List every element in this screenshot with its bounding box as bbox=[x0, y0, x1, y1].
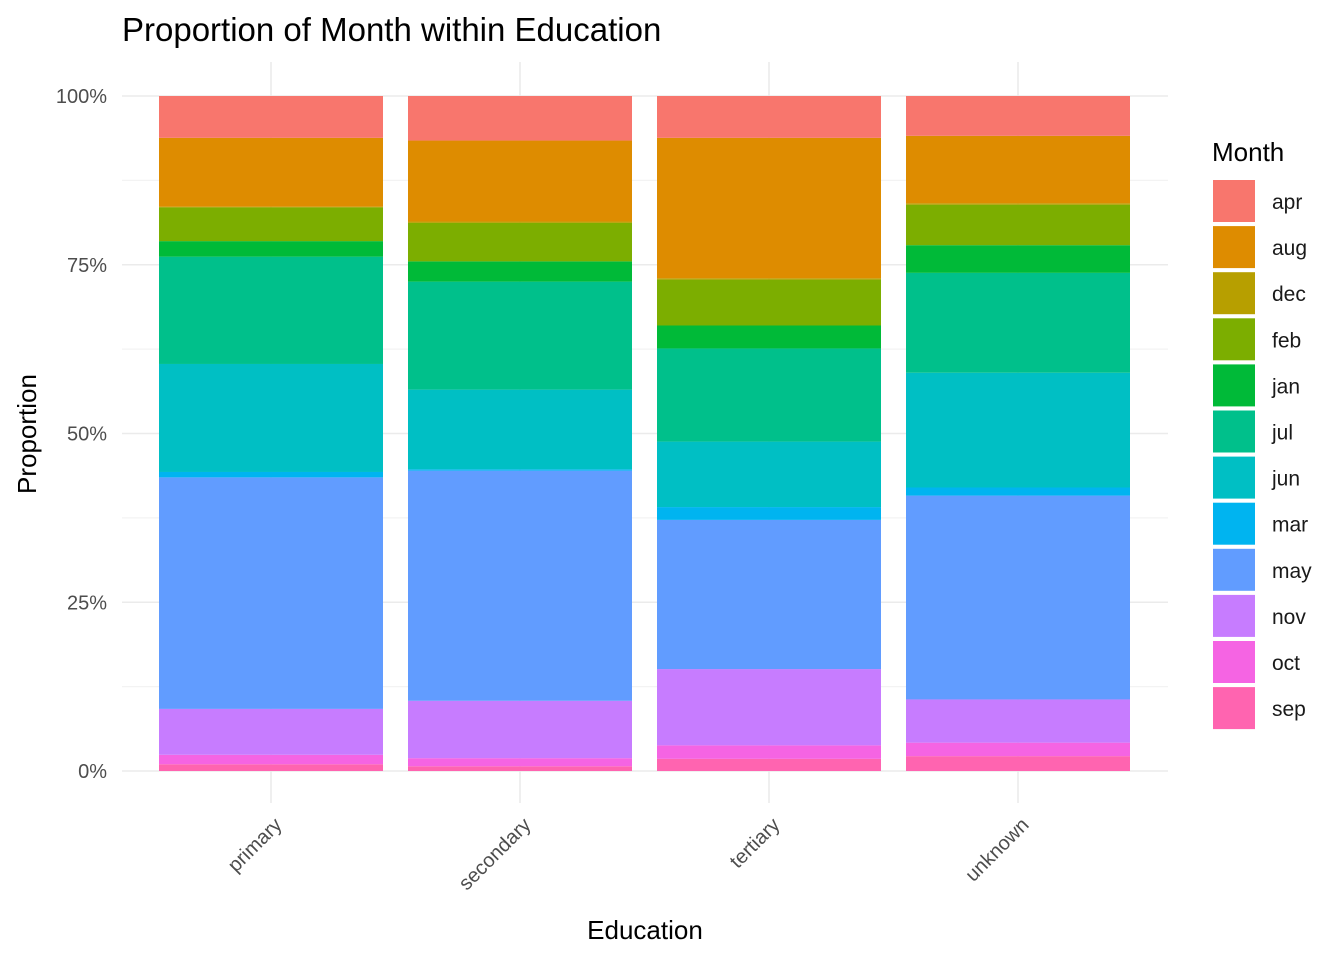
bar-segment-tertiary-jun bbox=[657, 441, 881, 508]
bar-segment-secondary-sep bbox=[408, 766, 632, 771]
bar-segment-primary-aug bbox=[159, 137, 383, 207]
legend-key-feb bbox=[1213, 318, 1255, 361]
legend-title: Month bbox=[1212, 137, 1284, 167]
legend-key-jan bbox=[1213, 364, 1255, 407]
legend-label-feb: feb bbox=[1272, 329, 1301, 352]
x-tick-label: unknown bbox=[961, 814, 1033, 886]
bar-segment-secondary-feb bbox=[408, 222, 632, 262]
bar-segment-unknown-may bbox=[906, 495, 1130, 700]
bar-segment-primary-jan bbox=[159, 241, 383, 257]
bar-segment-secondary-dec bbox=[408, 221, 632, 223]
legend-label-dec: dec bbox=[1272, 283, 1306, 306]
bar-segment-tertiary-jul bbox=[657, 348, 881, 442]
bar-segment-tertiary-aug bbox=[657, 137, 881, 279]
legend: Month apr aug dec feb jan jul jun mar may nov oct s… bbox=[1212, 137, 1312, 730]
legend-label-jul: jul bbox=[1271, 422, 1293, 445]
bar-segment-primary-oct bbox=[159, 754, 383, 765]
bar-segment-tertiary-nov bbox=[657, 669, 881, 746]
bar-segment-unknown-mar bbox=[906, 487, 1130, 496]
y-axis-title: Proportion bbox=[12, 374, 42, 494]
y-tick-label: 0% bbox=[78, 761, 107, 783]
bar-segment-tertiary-jan bbox=[657, 325, 881, 349]
legend-key-jul bbox=[1213, 410, 1255, 453]
bar-segment-unknown-jul bbox=[906, 272, 1130, 373]
legend-label-may: may bbox=[1272, 560, 1312, 583]
bar-segment-unknown-jun bbox=[906, 372, 1130, 488]
y-axis-ticks: 0% 25% 50% 75% 100% bbox=[56, 86, 107, 783]
legend-key-apr bbox=[1213, 180, 1255, 222]
bar-segment-secondary-oct bbox=[408, 758, 632, 767]
x-tick-label: tertiary bbox=[726, 814, 785, 873]
bar-segment-primary-may bbox=[159, 477, 383, 709]
y-tick-label: 50% bbox=[67, 424, 107, 446]
legend-key-mar bbox=[1213, 502, 1255, 545]
bar-segment-secondary-jul bbox=[408, 281, 632, 390]
bar-segment-unknown-feb bbox=[906, 204, 1130, 246]
bar-segment-secondary-apr bbox=[408, 96, 632, 141]
bar-segment-secondary-jan bbox=[408, 261, 632, 282]
bar-segment-unknown-oct bbox=[906, 742, 1130, 757]
bar-segment-unknown-apr bbox=[906, 96, 1130, 136]
legend-label-aug: aug bbox=[1272, 237, 1307, 260]
x-axis-ticks: primary secondary tertiary unknown bbox=[224, 814, 1034, 895]
bar-segment-unknown-aug bbox=[906, 135, 1130, 204]
bar-segment-tertiary-apr bbox=[657, 96, 881, 138]
legend-key-sep bbox=[1213, 687, 1255, 730]
bar-segment-unknown-sep bbox=[906, 756, 1130, 771]
bar-segment-unknown-dec bbox=[906, 203, 1130, 205]
bar-segment-primary-jun bbox=[159, 363, 383, 472]
legend-label-sep: sep bbox=[1272, 698, 1306, 721]
legend-key-may bbox=[1213, 548, 1255, 591]
bar-segment-unknown-nov bbox=[906, 699, 1130, 743]
bar-segment-tertiary-may bbox=[657, 519, 881, 670]
legend-key-nov bbox=[1213, 594, 1255, 637]
bar-segment-secondary-jun bbox=[408, 389, 632, 470]
y-tick-label: 25% bbox=[67, 592, 107, 614]
x-tick-label: secondary bbox=[455, 814, 536, 895]
bar-segment-secondary-mar bbox=[408, 469, 632, 471]
legend-label-nov: nov bbox=[1272, 606, 1306, 629]
stacked-bars bbox=[159, 96, 1130, 771]
bar-segment-unknown-jan bbox=[906, 245, 1130, 273]
bar-segment-primary-feb bbox=[159, 207, 383, 242]
bar-segment-secondary-may bbox=[408, 470, 632, 701]
bar-segment-primary-dec bbox=[159, 206, 383, 208]
bar-segment-primary-mar bbox=[159, 471, 383, 478]
x-tick-label: primary bbox=[224, 814, 287, 877]
legend-key-oct bbox=[1213, 641, 1255, 683]
bar-segment-primary-sep bbox=[159, 764, 383, 771]
y-tick-label: 75% bbox=[67, 255, 107, 277]
bar-segment-tertiary-sep bbox=[657, 758, 881, 771]
bar-segment-primary-apr bbox=[159, 96, 383, 138]
bar-segment-secondary-nov bbox=[408, 700, 632, 759]
y-tick-label: 100% bbox=[56, 86, 107, 108]
bar-segment-tertiary-feb bbox=[657, 279, 881, 326]
chart-title: Proportion of Month within Education bbox=[122, 11, 661, 48]
bar-segment-tertiary-dec bbox=[657, 278, 881, 280]
legend-label-apr: apr bbox=[1272, 191, 1302, 214]
x-axis-title: Education bbox=[587, 915, 703, 945]
bar-segment-tertiary-mar bbox=[657, 507, 881, 520]
bar-segment-primary-jul bbox=[159, 256, 383, 364]
legend-key-dec bbox=[1213, 272, 1255, 315]
legend-key-jun bbox=[1213, 456, 1255, 499]
legend-key-aug bbox=[1213, 226, 1255, 269]
bar-segment-secondary-aug bbox=[408, 140, 632, 222]
legend-label-oct: oct bbox=[1272, 652, 1300, 675]
bar-segment-tertiary-oct bbox=[657, 745, 881, 759]
legend-label-mar: mar bbox=[1272, 514, 1308, 537]
legend-label-jan: jan bbox=[1271, 375, 1300, 398]
bar-segment-primary-nov bbox=[159, 708, 383, 755]
legend-label-jun: jun bbox=[1271, 468, 1300, 491]
